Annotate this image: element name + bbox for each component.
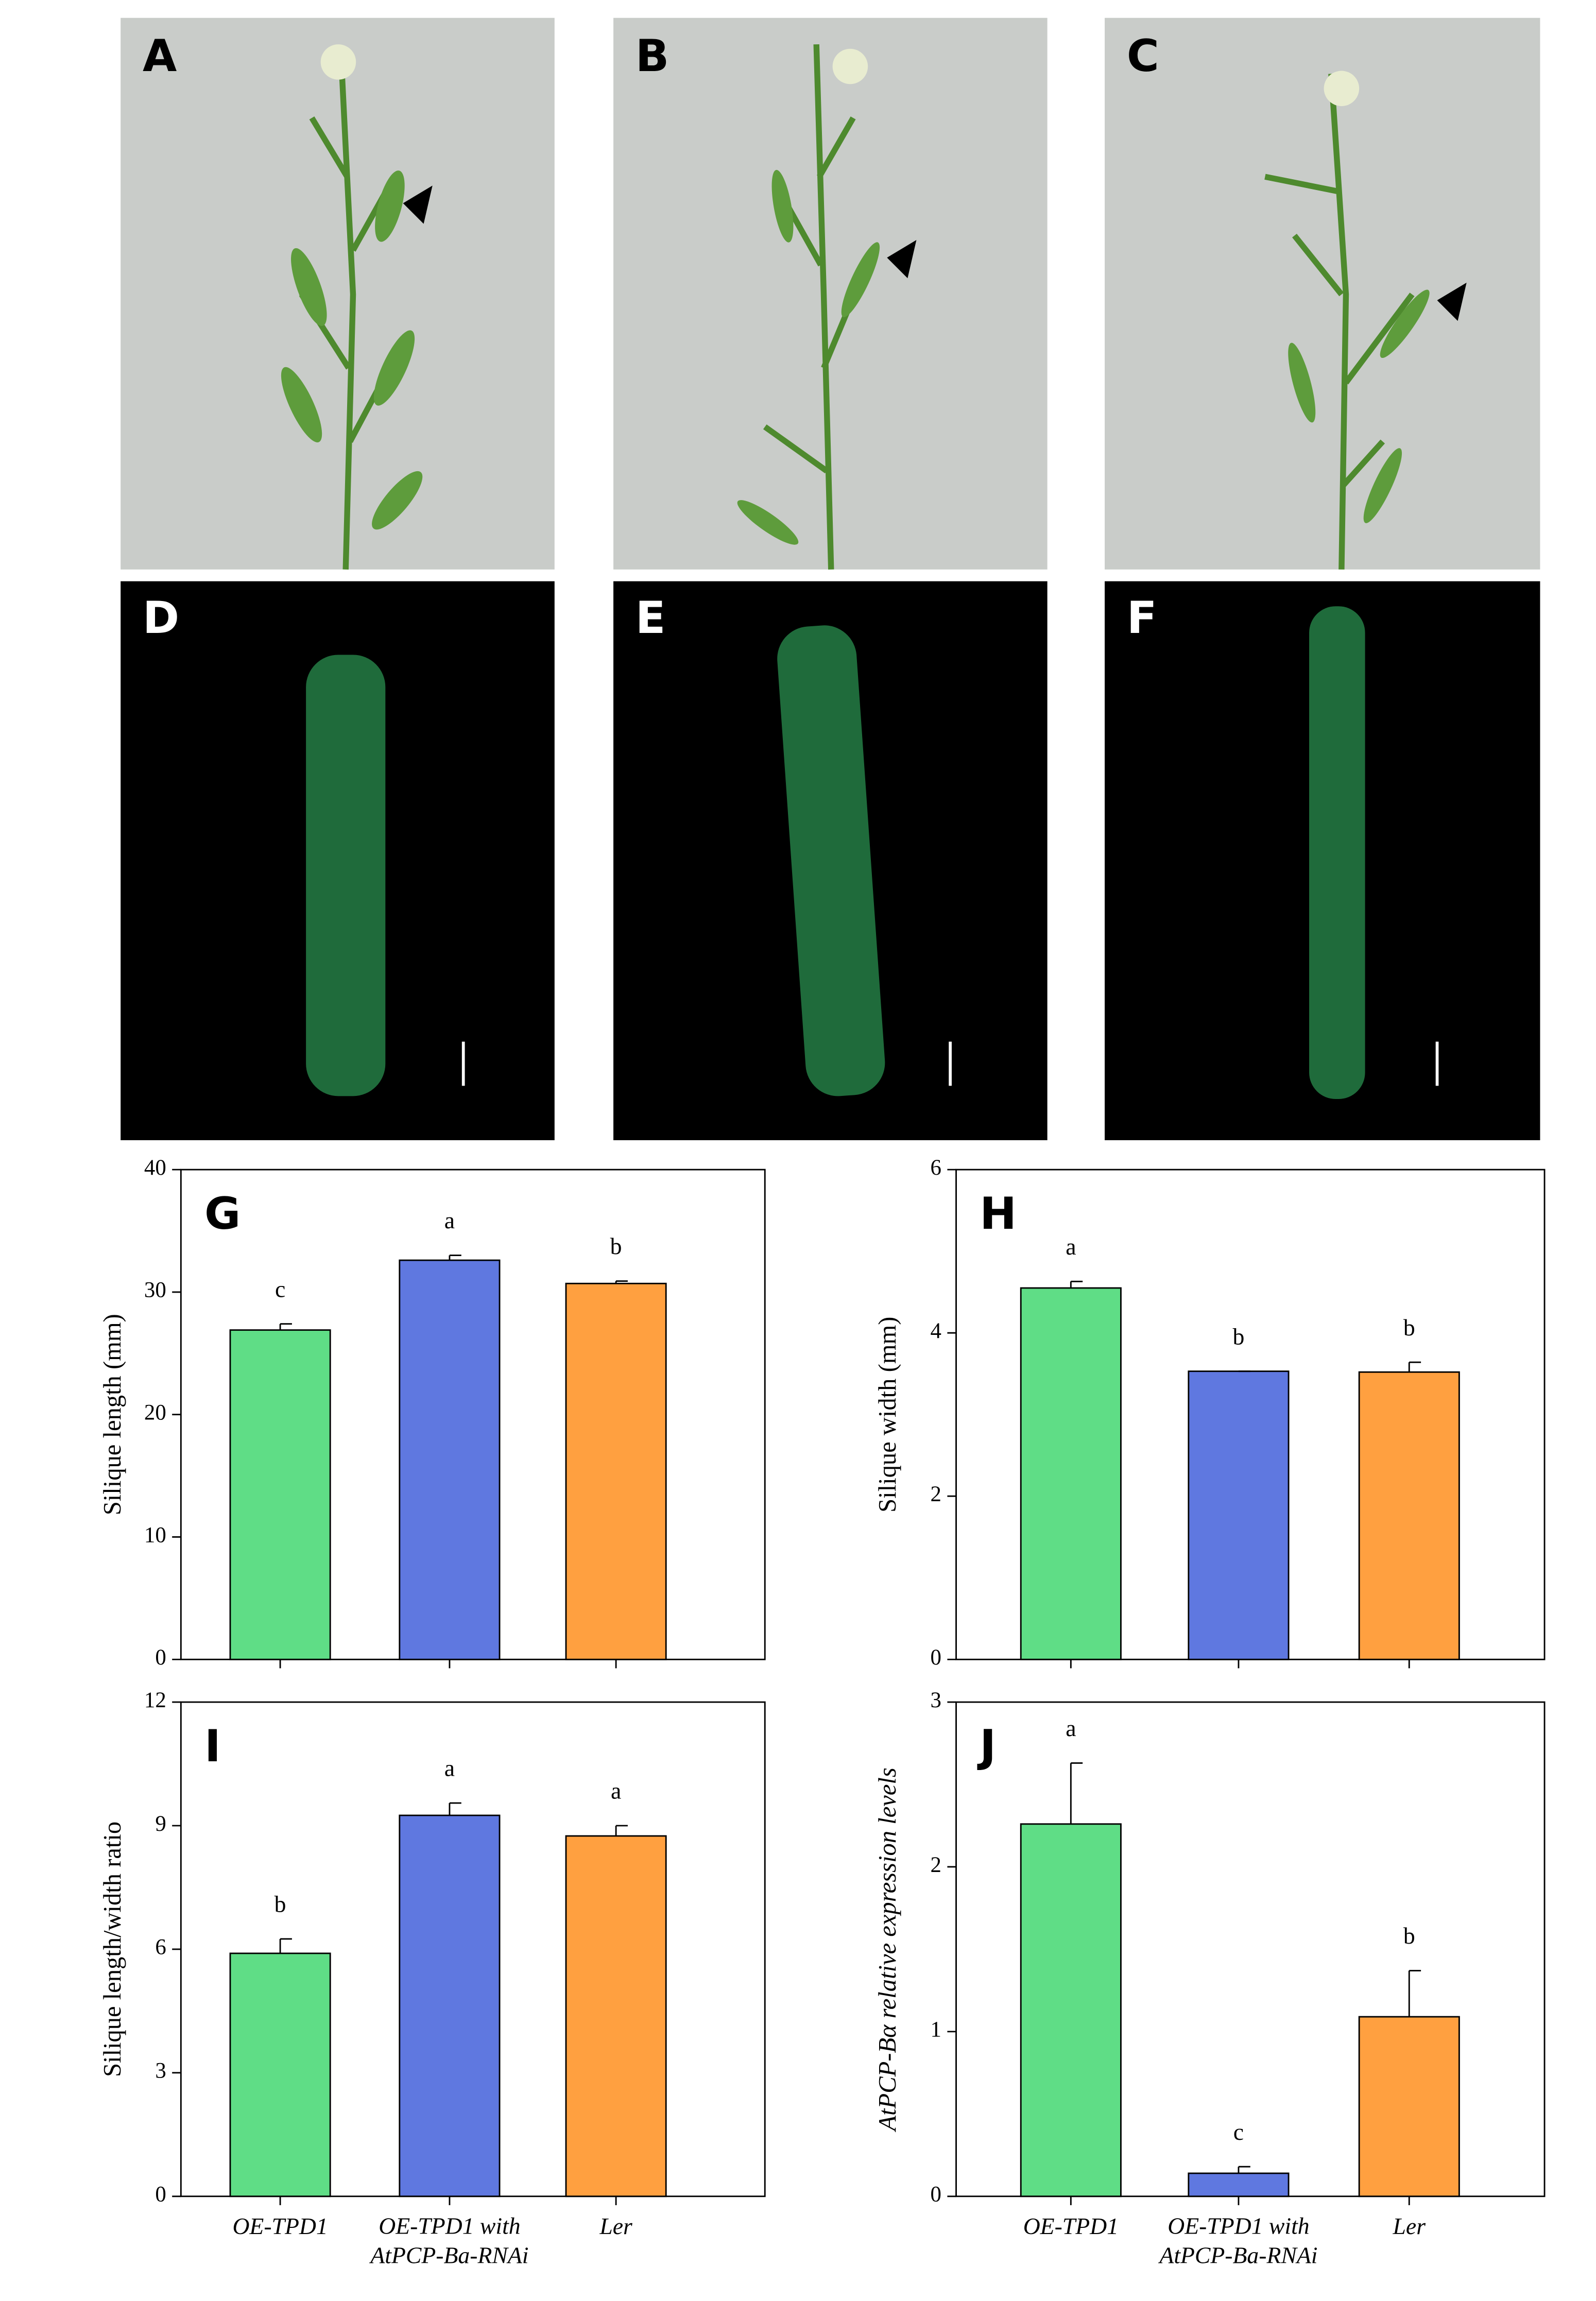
silique — [306, 655, 386, 1096]
significance-label: b — [1233, 1323, 1245, 1349]
photos — [121, 18, 1540, 1141]
silique — [1309, 606, 1365, 1100]
y-tick-label: 9 — [155, 1812, 166, 1836]
panel-label: J — [977, 1721, 996, 1772]
y-tick-label: 20 — [144, 1401, 166, 1425]
y-tick-label: 2 — [931, 1482, 941, 1506]
significance-label: a — [611, 1778, 621, 1804]
bar — [1020, 1823, 1122, 2197]
significance-label: c — [1233, 2119, 1244, 2145]
scale-bar — [461, 1041, 1439, 1086]
photo-c — [1105, 18, 1540, 570]
x-tick-label: Ler — [1393, 2213, 1426, 2239]
plant — [299, 44, 1415, 570]
y-tick-label: 12 — [144, 1688, 166, 1712]
y-tick-label: 6 — [155, 1935, 166, 1960]
arrowhead — [1437, 282, 1467, 321]
panel-label: B — [636, 30, 669, 82]
x-tick-label: Ler — [599, 2213, 632, 2239]
x-tick-label: OE-TPD1 with AtPCP-Ba-RNAi — [369, 2213, 528, 2269]
panel-label: G — [204, 1188, 241, 1240]
x-tick-label-line: AtPCP-Ba-RNAi — [369, 2242, 528, 2269]
panel-label: F — [1127, 592, 1157, 644]
panel-label: I — [204, 1721, 221, 1772]
bar — [565, 1835, 667, 2197]
bar — [1020, 1287, 1122, 1660]
y-tick-label: 10 — [144, 1523, 166, 1547]
x-tick-label: OE-TPD1 with AtPCP-Ba-RNAi — [1158, 2213, 1317, 2269]
bar — [229, 1952, 331, 2197]
panel-label: C — [1127, 30, 1159, 82]
significance-label: a — [1066, 1715, 1076, 1741]
significance-label: b — [274, 1891, 286, 1917]
bar — [399, 1814, 501, 2197]
y-tick-label: 2 — [931, 1853, 941, 1877]
y-tick-label: 1 — [931, 2018, 941, 2042]
y-axis-label: Silique length/width ratio — [98, 1822, 126, 2077]
panel-label: D — [143, 592, 179, 644]
y-tick-label: 6 — [931, 1156, 941, 1180]
significance-label: b — [1403, 1922, 1415, 1949]
arrowhead — [887, 239, 917, 279]
y-axis-label: Silique length (mm) — [98, 1314, 126, 1515]
y-tick-label: 0 — [931, 1645, 941, 1670]
bar — [1188, 2172, 1290, 2197]
bar — [1358, 1371, 1460, 1660]
siliques — [281, 44, 1430, 545]
y-tick-label: 30 — [144, 1278, 166, 1302]
y-axis-label: Silique width (mm) — [873, 1317, 901, 1513]
y-tick-label: 3 — [155, 2059, 166, 2083]
x-tick-label-line: AtPCP-Ba-RNAi — [1158, 2242, 1317, 2269]
significance-label: b — [610, 1233, 622, 1259]
significance-label: a — [444, 1755, 455, 1781]
x-tick-label-line: OE-TPD1 with — [1168, 2213, 1309, 2239]
significance-label: a — [1066, 1233, 1076, 1260]
bar — [1188, 1370, 1290, 1660]
panel-label: H — [980, 1188, 1017, 1240]
x-tick-label-line: OE-TPD1 with — [379, 2213, 520, 2239]
bar — [229, 1329, 331, 1660]
significance-label: a — [444, 1207, 455, 1233]
y-tick-label: 4 — [931, 1319, 941, 1343]
y-tick-label: 3 — [931, 1688, 941, 1712]
significance-label: c — [275, 1276, 285, 1302]
silique — [777, 625, 885, 1096]
y-tick-label: 0 — [931, 2183, 941, 2207]
photo-a — [121, 18, 555, 570]
y-tick-label: 40 — [144, 1156, 166, 1180]
panel-label: E — [636, 592, 666, 644]
bar — [565, 1282, 667, 1660]
arrowhead — [403, 185, 433, 224]
x-tick-label: OE-TPD1 — [232, 2213, 328, 2239]
panel-label: A — [143, 30, 177, 82]
y-tick-label: 0 — [155, 1645, 166, 1670]
y-axis-label: AtPCP-Bα relative expression levels — [873, 1767, 901, 2132]
bar — [399, 1259, 501, 1660]
x-tick-label: OE-TPD1 — [1023, 2213, 1119, 2239]
y-tick-label: 0 — [155, 2183, 166, 2207]
significance-label: b — [1403, 1314, 1415, 1341]
bar — [1358, 2016, 1460, 2197]
